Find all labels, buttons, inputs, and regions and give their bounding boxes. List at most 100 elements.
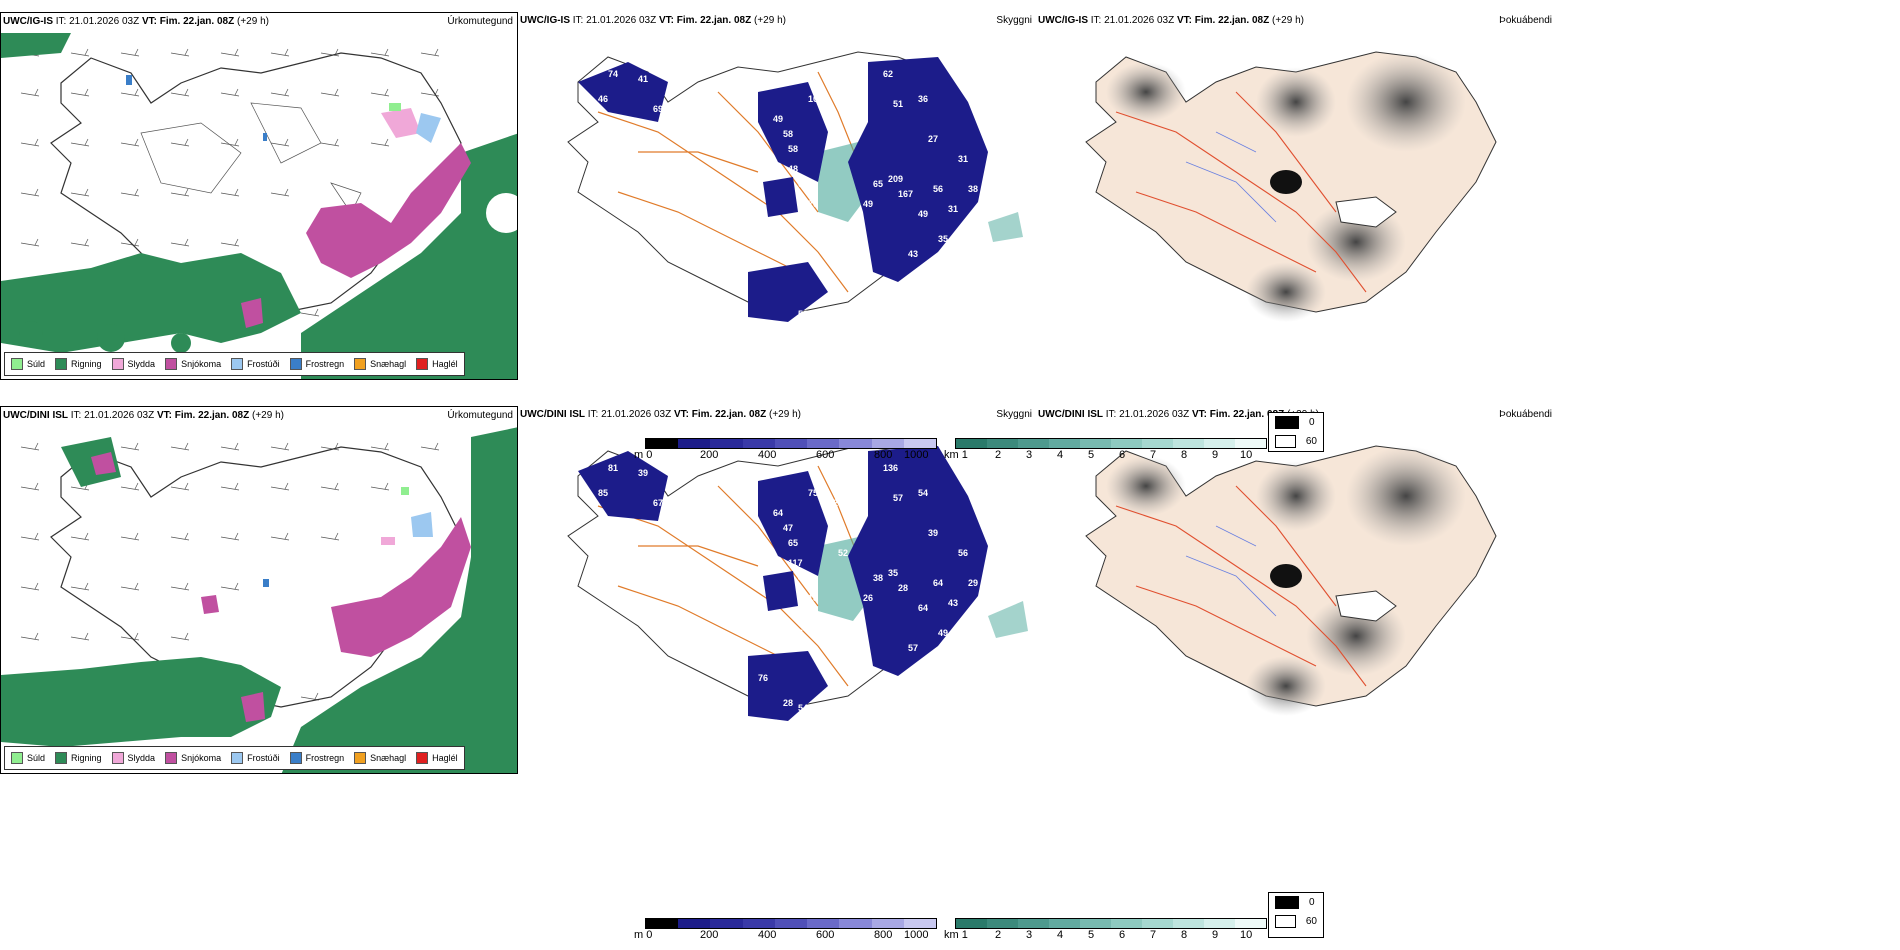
cloud-visibility-panel-top: 46 74 41 11 69 62 51 36 27 31 56 38 31 49 35 30 43 31 33 24…: [518, 12, 1036, 380]
snow-area: [331, 517, 471, 657]
cloud-area-northwest: [578, 451, 668, 521]
cloud-base-value: 11: [728, 259, 738, 269]
cloud-base-value: 46: [598, 94, 608, 104]
fog-panel-top: UWC/IG-IS IT: 21.01.2026 03Z VT: Fim. 22…: [1036, 12, 1556, 380]
cloud-base-value: 85: [598, 488, 608, 498]
cloud-base-value: 10: [808, 94, 818, 104]
cloud-base-value: 56: [933, 184, 943, 194]
panel-title-fog-top: Þokuábendi: [1499, 15, 1552, 26]
cloud-base-value: 56: [958, 548, 968, 558]
cloud-base-value: 61: [838, 224, 848, 234]
cloud-base-value: 38: [873, 573, 883, 583]
header-fog-top: UWC/IG-IS IT: 21.01.2026 03Z VT: Fim. 22…: [1038, 15, 1304, 26]
cloud-base-value: 44: [818, 324, 828, 334]
cloud-base-value: 49: [918, 209, 928, 219]
cloud-base-value: 117: [788, 558, 803, 568]
cloud-base-value: 51: [893, 99, 903, 109]
cloud-base-value: 48: [788, 164, 798, 174]
fog-map-bottom: [1085, 445, 1497, 716]
cloud-base-value: 32: [773, 344, 783, 354]
drizzle-swatch: [11, 358, 23, 370]
cloud-base-value: 65: [873, 179, 883, 189]
hail-swatch: [416, 752, 429, 764]
cloud-base-value: 36: [918, 94, 928, 104]
freezing-rain-swatch: [289, 358, 302, 370]
hail-swatch: [416, 358, 429, 370]
cloud-base-value: 67: [878, 708, 888, 718]
snow-swatch: [165, 358, 178, 370]
cloud-base-value: 58: [768, 718, 778, 728]
cloud-base-value: 18: [818, 638, 828, 648]
cloud-area-east: [848, 57, 988, 282]
precip-legend-top: Súld Rigning Slydda Snjókoma Frostúði Fr…: [4, 352, 465, 376]
cloud-base-value: 47: [783, 523, 793, 533]
cloud-base-value: 56: [798, 309, 808, 319]
cloud-area-south: [748, 651, 828, 721]
cloud-base-value: 49: [773, 114, 783, 124]
cloud-base-value: 63: [893, 693, 903, 703]
rain-swatch: [55, 358, 68, 370]
cloud-base-value: 48: [948, 648, 958, 658]
cloud-base-value: 58: [788, 144, 798, 154]
cloud-base-value: 91: [908, 673, 918, 683]
cloud-base-value: 31: [948, 204, 958, 214]
cloud-base-value: 49: [863, 199, 873, 209]
cloud-base-value: 58: [773, 738, 783, 748]
cloud-base-value: 28: [898, 583, 908, 593]
panel-title-fog-bottom: Þokuábendi: [1499, 409, 1552, 420]
cloud-base-value: 54: [918, 488, 928, 498]
sleet-swatch: [111, 358, 124, 370]
cloud-base-value: 209: [888, 174, 903, 184]
cloud-base-value: 24: [878, 314, 888, 324]
cloud-base-value: 75: [808, 488, 818, 498]
cloud-base-value: 62: [883, 69, 893, 79]
precip-map-top: [1, 13, 517, 379]
snow-pellets-swatch: [354, 752, 367, 764]
cloud-base-value: 76: [808, 199, 818, 209]
cloud-base-value: 58: [783, 129, 793, 139]
snow-area: [306, 143, 471, 278]
cloud-base-value: 13: [808, 593, 818, 603]
cloud-base-value: 28: [783, 698, 793, 708]
freezing-rain-swatch: [289, 752, 302, 764]
cloud-base-value: 42: [828, 498, 838, 508]
snow-pellets-swatch: [354, 358, 367, 370]
cloud-base-value: 136: [883, 463, 898, 473]
cloud-base-value: 33: [893, 299, 903, 309]
rain-area-south: [1, 657, 281, 747]
header-cloud-bottom: UWC/DINI ISL IT: 21.01.2026 03Z VT: Fim.…: [520, 409, 801, 420]
cloud-base-value: 39: [638, 468, 648, 478]
cloud-base-value: 118: [818, 244, 833, 254]
cloud-area-east: [848, 446, 988, 676]
cloud-base-value: 54: [798, 703, 808, 713]
cloud-base-value: 57: [893, 493, 903, 503]
cloud-base-value: 49: [938, 628, 948, 638]
cloud-base-value: 31: [908, 279, 918, 289]
cloud-base-value: 41: [638, 74, 648, 84]
freezing-drizzle-swatch: [231, 752, 244, 764]
cloud-base-value: 167: [898, 189, 913, 199]
cloud-area-northwest: [578, 62, 668, 122]
header-precip-bottom: UWC/DINI ISL IT: 21.01.2026 03Z VT: Fim.…: [3, 410, 284, 421]
rain-area-east: [281, 427, 517, 773]
rain-area-south: [1, 253, 301, 353]
precip-panel-top: UWC/IG-IS IT: 21.01.2026 03Z VT: Fim. 22…: [0, 12, 518, 380]
precip-panel-bottom: UWC/DINI ISL IT: 21.01.2026 03Z VT: Fim.…: [0, 406, 518, 774]
panel-title-sky-bottom: Skyggni: [996, 409, 1032, 420]
cloud-base-value: 43: [908, 249, 918, 259]
fog-legend-bottom: 0 60: [1268, 892, 1324, 938]
cloud-base-value: 43: [948, 598, 958, 608]
cloud-base-value: 52: [658, 458, 668, 468]
header-precip-top: UWC/IG-IS IT: 21.01.2026 03Z VT: Fim. 22…: [3, 16, 269, 27]
header-cloud-top: UWC/IG-IS IT: 21.01.2026 03Z VT: Fim. 22…: [520, 15, 786, 26]
cloud-base-value: 39: [768, 324, 778, 334]
snow-swatch: [165, 752, 178, 764]
panel-title-precip-bottom: Úrkomutegund: [447, 410, 513, 421]
cloud-area-north: [758, 82, 828, 182]
sleet-swatch: [111, 752, 124, 764]
rain-area-east: [301, 133, 517, 379]
cloud-base-value: 76: [758, 673, 768, 683]
cloud-base-value: 57: [908, 643, 918, 653]
